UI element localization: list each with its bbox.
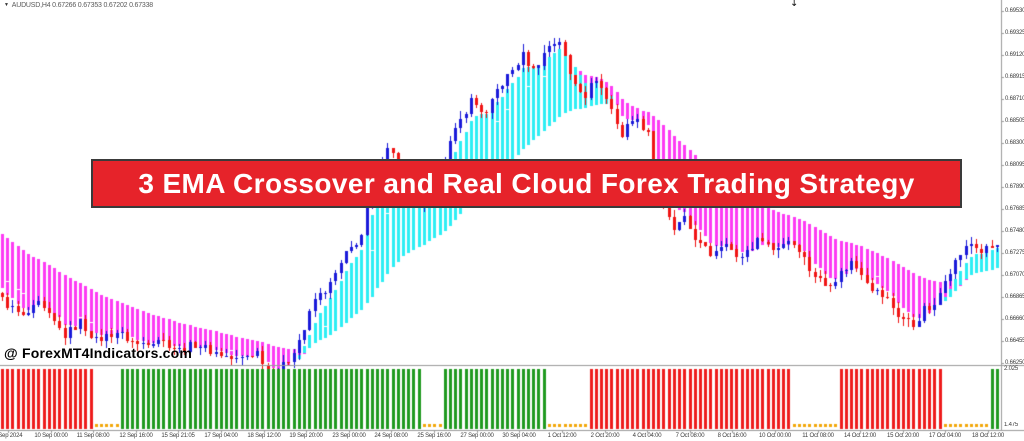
price-axis-label: 0.68505 bbox=[1005, 118, 1024, 124]
chart-shift-icon[interactable]: ↧ bbox=[790, 0, 799, 9]
time-axis-label: 18 Oct 12:00 bbox=[972, 433, 1004, 439]
ohlc-values: 0.67266 0.67353 0.67202 0.67338 bbox=[52, 2, 154, 9]
time-axis-label: 11 Oct 08:00 bbox=[802, 433, 834, 439]
time-axis-label: 24 Sep 08:00 bbox=[374, 433, 408, 439]
strategy-banner-text: 3 EMA Crossover and Real Cloud Forex Tra… bbox=[138, 167, 915, 199]
time-axis-label: 15 Sep 21:05 bbox=[161, 433, 195, 439]
time-axis-label: 14 Oct 12:00 bbox=[844, 433, 876, 439]
symbol-timeframe-label: AUDUSD,H4 bbox=[11, 2, 51, 9]
time-axis-label: 10 Sep 00:00 bbox=[34, 433, 68, 439]
subwindow-min-label: 1.475 bbox=[1004, 422, 1019, 428]
time-axis-label: 23 Sep 00:00 bbox=[332, 433, 366, 439]
price-axis-label: 0.66660 bbox=[1005, 316, 1024, 322]
time-axis-label: 17 Sep 04:00 bbox=[204, 433, 238, 439]
time-axis-label: 12 Sep 16:00 bbox=[119, 433, 153, 439]
price-axis-label: 0.68915 bbox=[1005, 74, 1024, 80]
time-axis-label: 30 Sep 04:00 bbox=[502, 433, 536, 439]
time-axis-label: 27 Sep 00:00 bbox=[460, 433, 494, 439]
price-axis-label: 0.68300 bbox=[1005, 140, 1024, 146]
price-axis-label: 0.67070 bbox=[1005, 272, 1024, 278]
ohlc-header: ▼ AUDUSD,H4 0.67266 0.67353 0.67202 0.673… bbox=[4, 2, 153, 9]
time-axis-label: 8 Oct 16:00 bbox=[717, 433, 747, 439]
time-axis-label: 18 Sep 12:00 bbox=[247, 433, 281, 439]
time-axis-label: 19 Sep 20:00 bbox=[289, 433, 323, 439]
time-axis-label: 7 Oct 08:00 bbox=[675, 433, 705, 439]
price-axis-label: 0.67275 bbox=[1005, 250, 1024, 256]
subwindow-max-label: 2.025 bbox=[1004, 366, 1019, 372]
price-axis-label: 0.67685 bbox=[1005, 206, 1024, 212]
time-axis-label: 17 Oct 04:00 bbox=[929, 433, 961, 439]
price-axis-label: 0.67890 bbox=[1005, 184, 1024, 190]
price-axis-label: 0.68095 bbox=[1005, 162, 1024, 168]
price-axis-label: 0.66455 bbox=[1005, 338, 1024, 344]
time-axis-label: 11 Sep 08:00 bbox=[76, 433, 110, 439]
time-axis-label: 2 Oct 20:00 bbox=[590, 433, 620, 439]
price-axis-label: 0.66865 bbox=[1005, 294, 1024, 300]
price-axis-label: 0.68710 bbox=[1005, 96, 1024, 102]
time-axis-label: 6 Sep 2024 bbox=[0, 433, 23, 439]
price-axis-label: 0.69530 bbox=[1005, 8, 1024, 14]
strategy-banner: 3 EMA Crossover and Real Cloud Forex Tra… bbox=[91, 159, 962, 208]
time-axis-label: 25 Sep 16:00 bbox=[417, 433, 451, 439]
price-axis-label: 0.66250 bbox=[1005, 360, 1024, 366]
time-axis-label: 15 Oct 20:00 bbox=[887, 433, 919, 439]
watermark-text: @ ForexMT4Indicators.com bbox=[4, 345, 193, 361]
price-axis-label: 0.67480 bbox=[1005, 228, 1024, 234]
symbol-dropdown-icon[interactable]: ▼ bbox=[4, 2, 9, 8]
time-axis-label: 10 Oct 00:00 bbox=[759, 433, 791, 439]
price-axis-label: 0.69325 bbox=[1005, 30, 1024, 36]
time-axis-label: 1 Oct 12:00 bbox=[547, 433, 577, 439]
time-axis-label: 4 Oct 04:00 bbox=[632, 433, 662, 439]
price-axis-label: 0.69120 bbox=[1005, 52, 1024, 58]
